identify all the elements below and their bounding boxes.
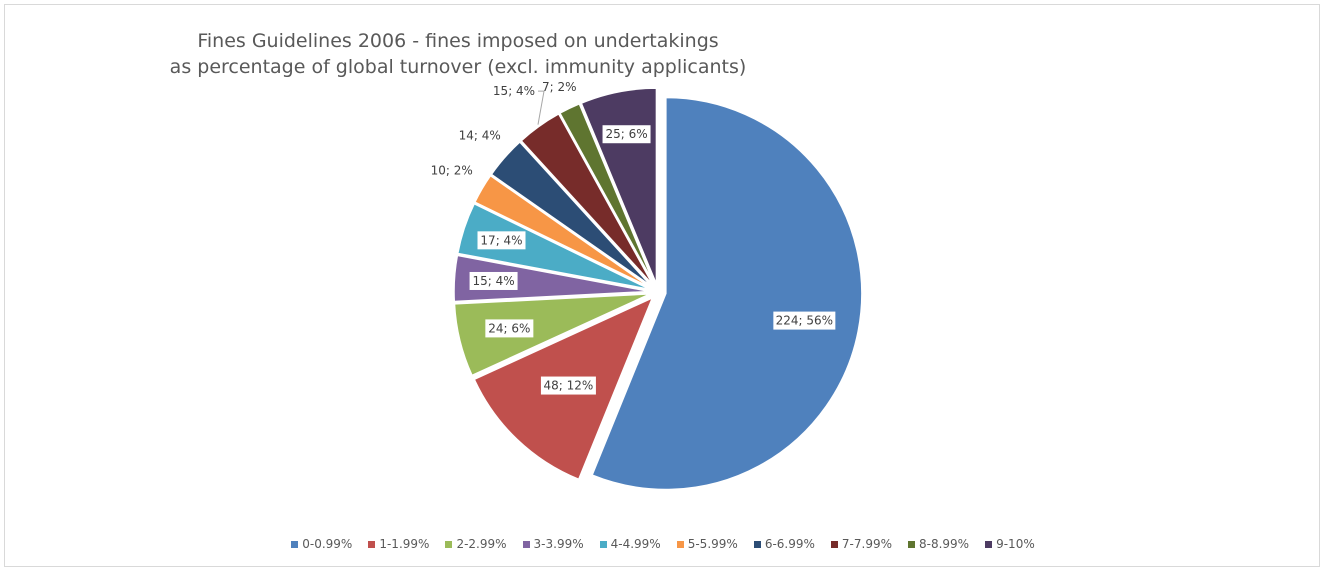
pie-slice-0-0.99% bbox=[591, 96, 863, 491]
data-label-8-8.99%: 7; 2% bbox=[542, 80, 577, 94]
chart-title: Fines Guidelines 2006 - fines imposed on… bbox=[0, 28, 916, 80]
legend-swatch bbox=[368, 540, 376, 548]
pie-slice-2-2.99% bbox=[453, 293, 651, 377]
legend-swatch bbox=[599, 540, 607, 548]
legend-item-2-2.99%: 2-2.99% bbox=[445, 537, 507, 551]
pie-slice-8-8.99% bbox=[558, 102, 656, 286]
legend-label: 4-4.99% bbox=[610, 537, 661, 551]
legend-item-3-3.99%: 3-3.99% bbox=[522, 537, 584, 551]
legend-item-9-10%: 9-10% bbox=[985, 537, 1035, 551]
data-label-1-1.99%: 48; 12% bbox=[540, 376, 596, 395]
pie-slice-4-4.99% bbox=[456, 202, 651, 291]
data-label-5-5.99%: 10; 2% bbox=[431, 164, 473, 178]
data-labels: 224; 56% 48; 12% 24; 6% 15; 4% 17; 4% 10; 2% 1… bbox=[431, 80, 836, 395]
legend-item-5-5.99%: 5-5.99% bbox=[676, 537, 738, 551]
svg-text:15; 4%: 15; 4% bbox=[472, 274, 514, 288]
legend-label: 7-7.99% bbox=[841, 537, 892, 551]
pie-slice-7-7.99% bbox=[520, 112, 654, 287]
legend-swatch bbox=[676, 540, 684, 548]
legend-label: 9-10% bbox=[996, 537, 1035, 551]
data-label-9-10%: 25; 6% bbox=[602, 125, 651, 144]
svg-text:15; 4%: 15; 4% bbox=[493, 84, 535, 98]
legend-label: 8-8.99% bbox=[919, 537, 970, 551]
legend-item-4-4.99%: 4-4.99% bbox=[599, 537, 661, 551]
svg-text:48; 12%: 48; 12% bbox=[544, 379, 594, 393]
legend-swatch bbox=[445, 540, 453, 548]
data-label-2-2.99%: 24; 6% bbox=[485, 319, 534, 338]
pie-slice-6-6.99% bbox=[490, 140, 653, 288]
legend-swatch bbox=[753, 540, 761, 548]
pie-slice-5-5.99% bbox=[473, 174, 652, 289]
legend-item-8-8.99%: 8-8.99% bbox=[908, 537, 969, 551]
legend-item-6-6.99%: 6-6.99% bbox=[753, 537, 815, 551]
data-label-7-7.99%: 15; 4% bbox=[493, 84, 535, 98]
data-label-3-3.99%: 15; 4% bbox=[469, 271, 518, 290]
chart-legend: 0-0.99% 1-1.99% 2-2.99% 3-3.99% 4-4.99% 5-5.9… bbox=[0, 537, 1326, 551]
legend-item-1-1.99%: 1-1.99% bbox=[368, 537, 429, 551]
legend-item-0-0.99%: 0-0.99% bbox=[291, 537, 352, 551]
legend-swatch bbox=[522, 540, 530, 548]
legend-label: 6-6.99% bbox=[764, 537, 815, 551]
data-label-6-6.99%: 14; 4% bbox=[459, 128, 501, 142]
svg-text:7; 2%: 7; 2% bbox=[542, 80, 577, 94]
leader-lines bbox=[537, 90, 545, 125]
chart-title-line-1: Fines Guidelines 2006 - fines imposed on… bbox=[197, 30, 719, 52]
leader-line-7-7.99% bbox=[537, 90, 545, 125]
svg-text:25; 6%: 25; 6% bbox=[605, 127, 647, 141]
svg-text:224; 56%: 224; 56% bbox=[776, 314, 833, 328]
legend-swatch bbox=[908, 540, 915, 548]
legend-swatch bbox=[985, 540, 993, 548]
svg-text:24; 6%: 24; 6% bbox=[488, 321, 530, 335]
legend-label: 5-5.99% bbox=[687, 537, 738, 551]
legend-label: 3-3.99% bbox=[533, 537, 584, 551]
svg-text:10; 2%: 10; 2% bbox=[431, 164, 473, 178]
svg-text:14; 4%: 14; 4% bbox=[459, 128, 501, 142]
data-label-0-0.99%: 224; 56% bbox=[773, 311, 836, 330]
data-label-4-4.99%: 17; 4% bbox=[477, 231, 526, 250]
legend-label: 2-2.99% bbox=[456, 537, 507, 551]
legend-label: 1-1.99% bbox=[379, 537, 430, 551]
svg-text:17; 4%: 17; 4% bbox=[480, 233, 522, 247]
legend-swatch bbox=[291, 540, 299, 548]
chart-title-line-2: as percentage of global turnover (excl. … bbox=[169, 56, 747, 78]
legend-label: 0-0.99% bbox=[302, 537, 353, 551]
legend-swatch bbox=[830, 540, 838, 548]
legend-item-7-7.99%: 7-7.99% bbox=[830, 537, 892, 551]
